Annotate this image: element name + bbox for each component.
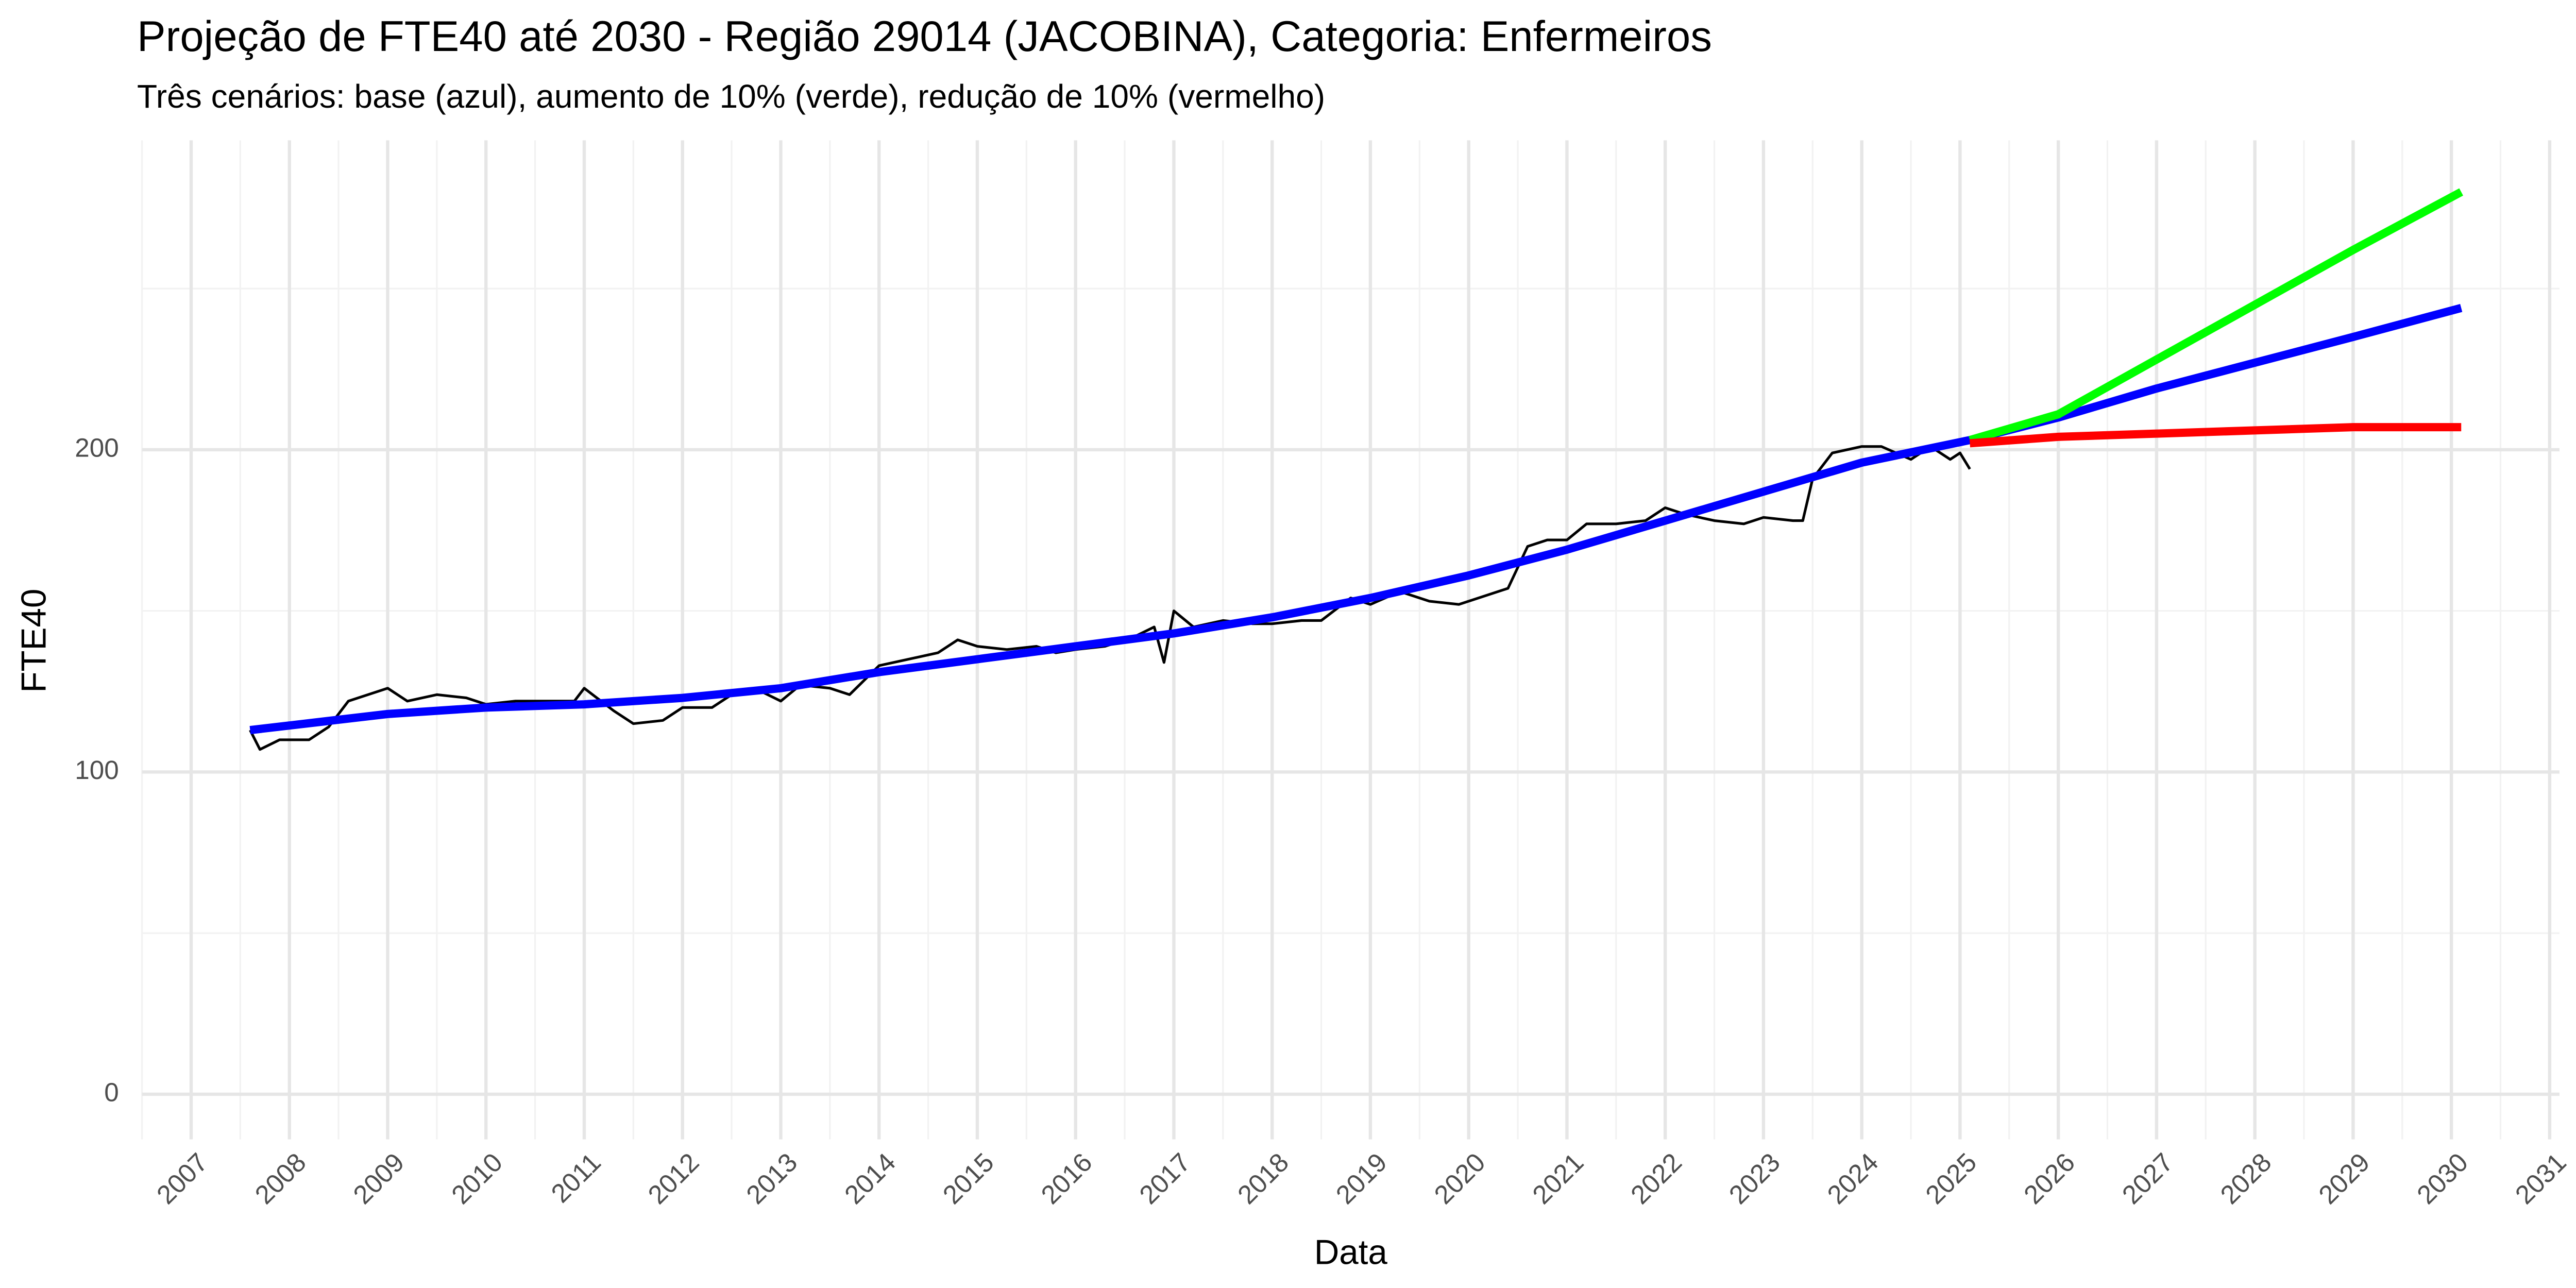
x-axis-label: Data [1314, 1233, 1388, 1272]
y-tick-label: 0 [104, 1078, 119, 1107]
plot-lines [249, 188, 2464, 751]
series-line [1969, 423, 2462, 448]
series-line [249, 445, 1971, 751]
y-axis-label: FTE40 [14, 589, 53, 693]
chart-title: Projeção de FTE40 até 2030 - Região 2901… [137, 12, 1712, 60]
chart-subtitle: Três cenários: base (azul), aumento de 1… [137, 78, 1325, 115]
y-tick-label: 100 [75, 755, 119, 785]
series-line [1969, 188, 2464, 444]
y-tick-label: 200 [75, 433, 119, 462]
series-line [249, 303, 2463, 735]
